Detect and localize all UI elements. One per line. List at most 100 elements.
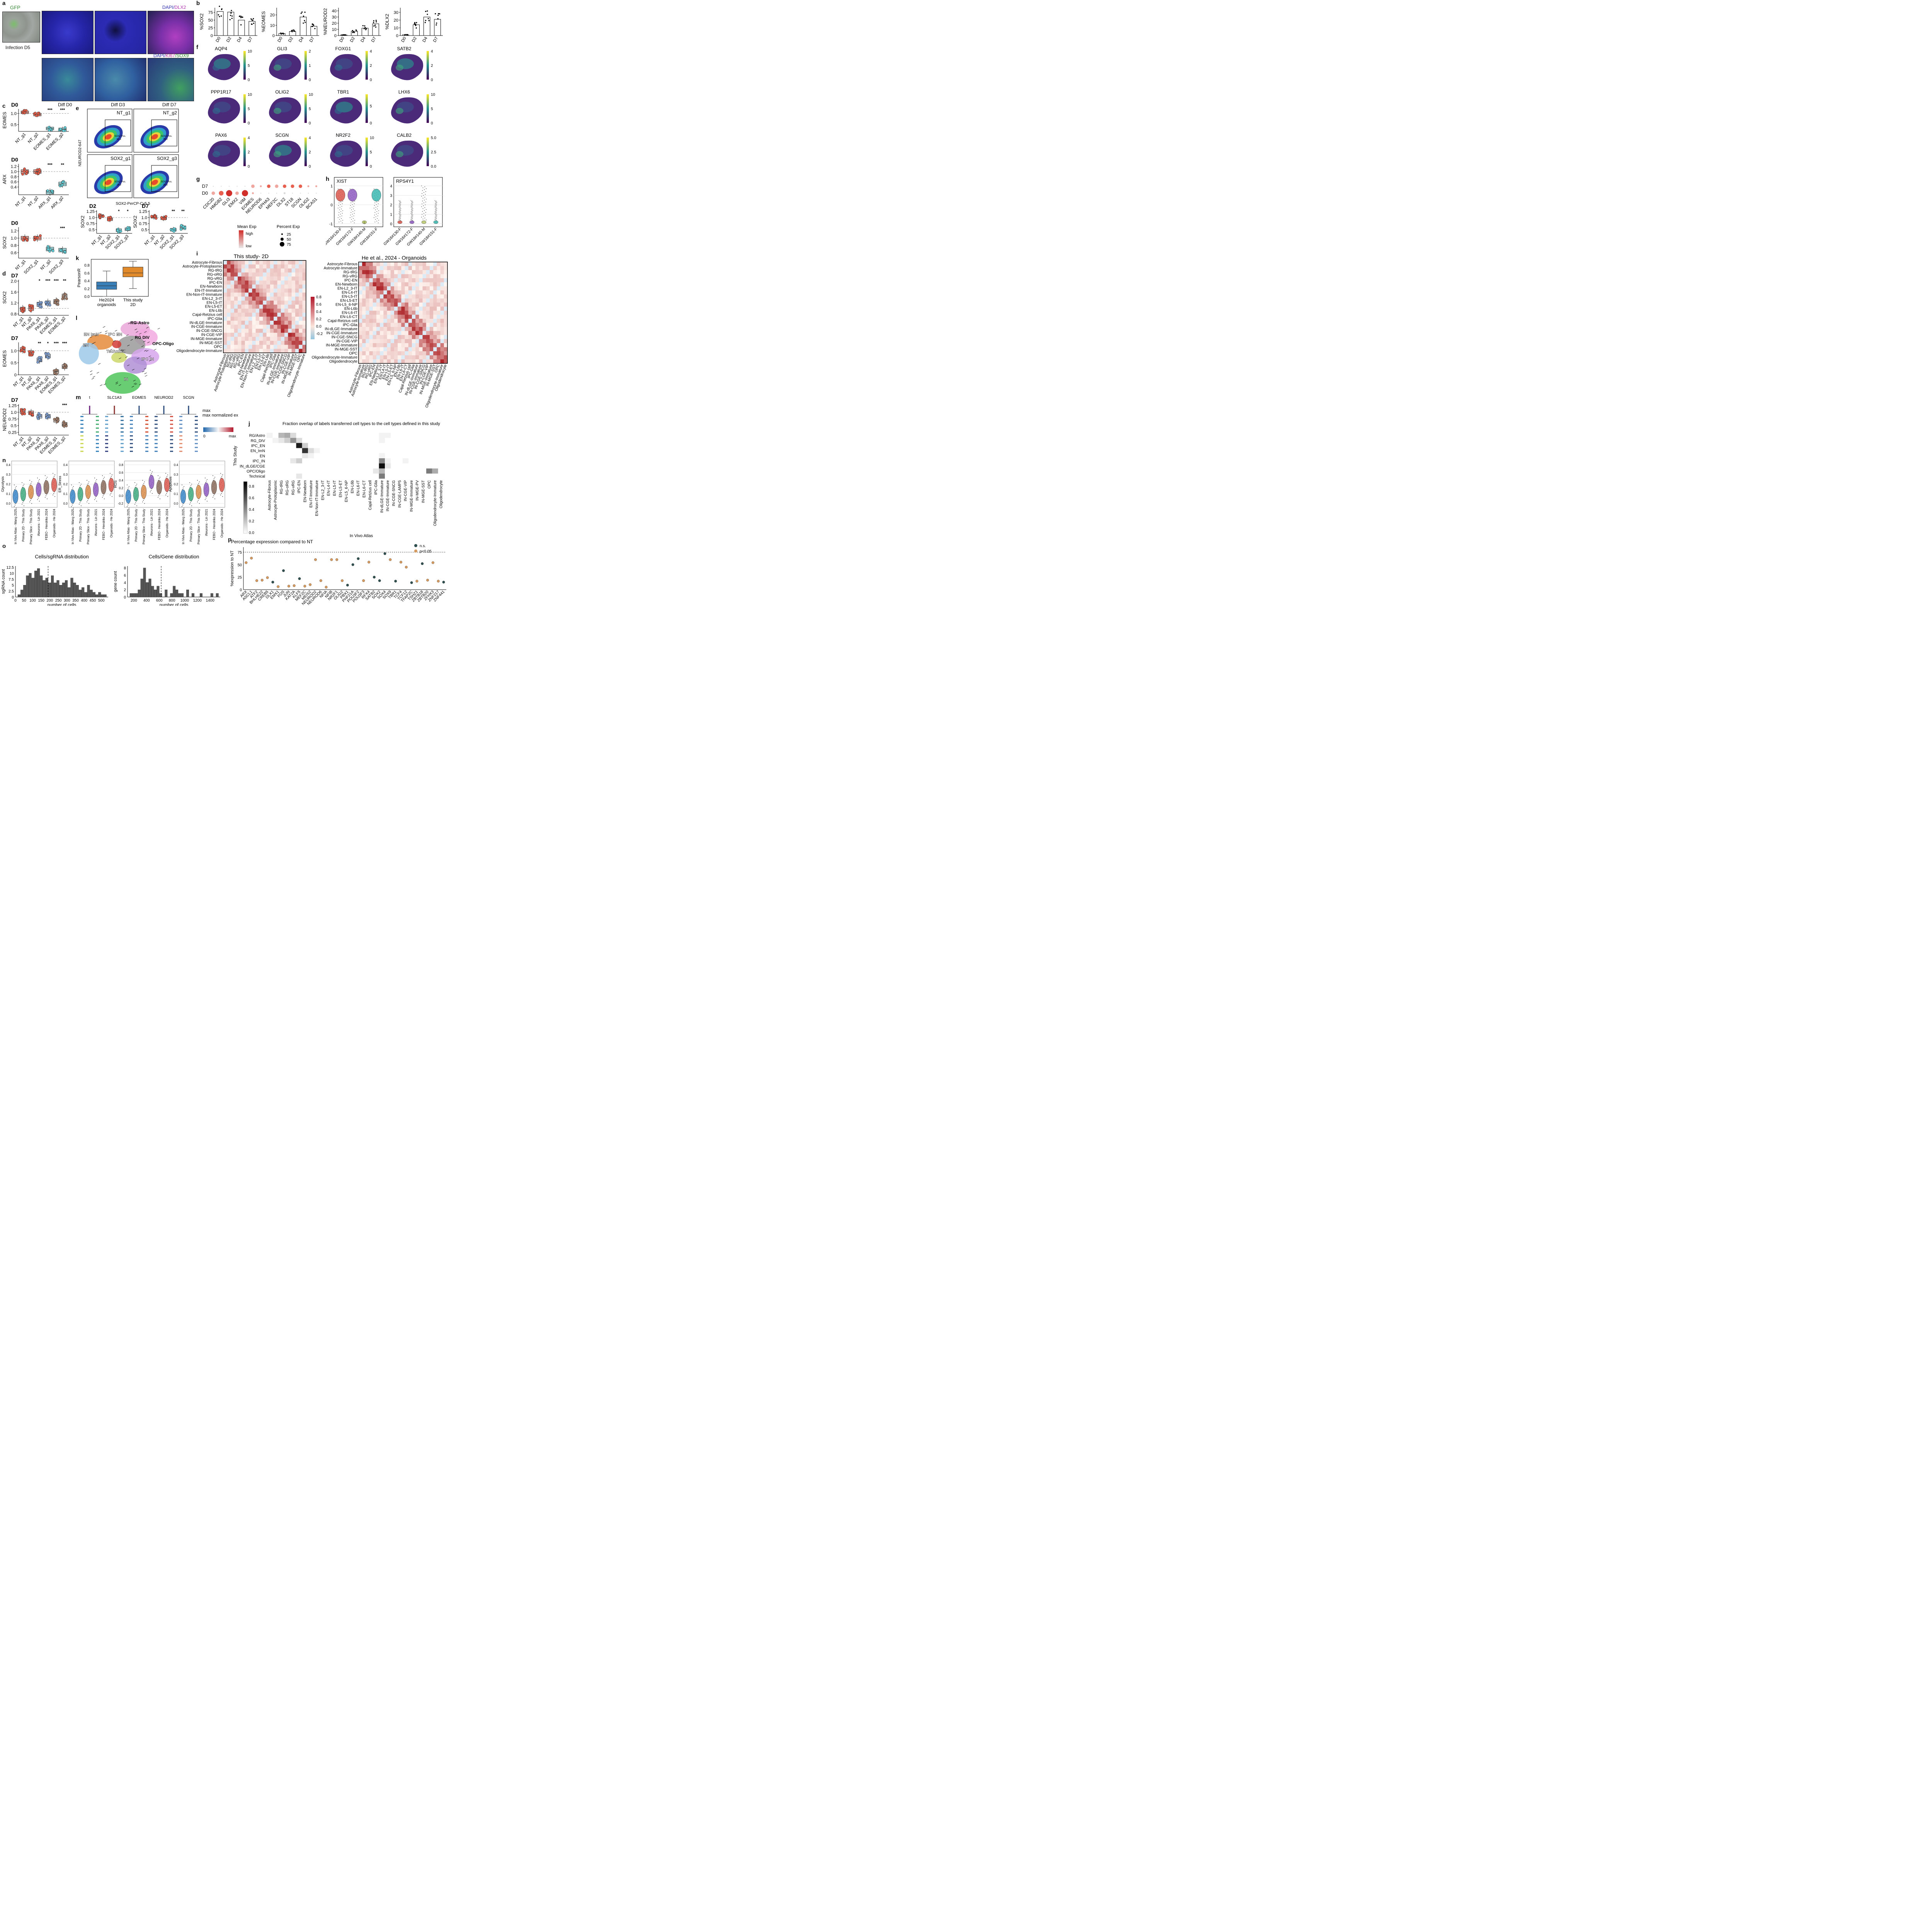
heat-left-cell xyxy=(277,288,281,293)
scatter-legend-ns-dot xyxy=(414,544,417,547)
heat-colorbar xyxy=(311,297,315,339)
heat-right-cell xyxy=(405,351,409,355)
heat-left-cell xyxy=(245,272,249,277)
heat-right-cell xyxy=(444,262,448,266)
violin-point xyxy=(425,204,426,205)
heat-left-cell xyxy=(284,293,288,297)
violin-point xyxy=(398,219,400,220)
box-dot xyxy=(44,352,48,355)
heat-right-cell xyxy=(376,262,380,266)
scatter-point xyxy=(378,579,381,582)
box-ytick-label: 0.75 xyxy=(9,417,17,422)
heat-right-cell xyxy=(369,303,373,307)
heat-cbar-tick: 0.0 xyxy=(316,325,321,329)
violin-point xyxy=(426,209,427,210)
nviolin-point xyxy=(199,481,200,482)
hist-bar xyxy=(132,593,135,597)
heat-left-cell xyxy=(223,264,227,269)
heat-left-cell xyxy=(248,313,252,317)
heat-right-cell xyxy=(362,355,366,360)
heat-right-row-label: IN-CGE-VIP xyxy=(337,339,358,344)
velocity-arrow xyxy=(92,378,94,379)
heat-right-cell xyxy=(437,351,440,355)
heat-left-cell xyxy=(266,304,270,309)
heat-left-cell xyxy=(274,308,277,313)
heat-right-cell xyxy=(359,290,362,295)
violin-point xyxy=(354,210,355,211)
heat-right-cell xyxy=(394,282,398,287)
heat-right-cell xyxy=(408,274,412,279)
nviolin-xtick-label: Organoids - He 2024 xyxy=(53,509,56,537)
violin-point xyxy=(338,205,339,206)
nviolin-point xyxy=(16,486,17,487)
violin-point xyxy=(412,207,413,208)
heat-right-cell xyxy=(394,303,398,307)
heat-left-cell xyxy=(227,284,231,289)
box-dot xyxy=(48,304,51,307)
nviolin-point xyxy=(37,499,38,500)
heat-right-cell xyxy=(383,286,387,291)
heat-right-cell xyxy=(433,343,437,347)
hist-ylabel: gene count xyxy=(113,571,118,592)
heat-right-cell xyxy=(394,327,398,331)
heat-left-cell xyxy=(230,293,235,297)
nviolin-xtick-label: In Vivo Atlas - Wang 2025 xyxy=(127,509,130,544)
velocity-cluster xyxy=(79,343,99,364)
heat-left-cell xyxy=(245,341,249,345)
box-sig: *** xyxy=(54,341,59,346)
umap-gene-title: SATB2 xyxy=(397,46,411,51)
dot-marker xyxy=(228,185,230,187)
overlap-cell xyxy=(278,438,284,443)
panel-label-o: o xyxy=(2,543,6,549)
heat-right-cell xyxy=(372,355,377,360)
hist-bar xyxy=(20,590,24,597)
heat-left-cell xyxy=(245,325,249,329)
heat-right-cell xyxy=(412,331,416,335)
violin-point xyxy=(375,219,376,220)
heat-left-cell xyxy=(295,284,299,289)
heat-right-cell xyxy=(366,274,369,279)
heat-right-cell xyxy=(372,339,377,344)
heat-right-cell xyxy=(383,303,387,307)
heat-left-cell xyxy=(281,293,285,297)
b-dot xyxy=(427,14,428,15)
nviolin-point xyxy=(191,484,192,485)
umap-cbar-tick: 4 xyxy=(248,136,250,140)
velocity-arrow xyxy=(147,342,150,343)
heat-right-cell xyxy=(359,270,362,274)
heat-left-cell xyxy=(266,313,270,317)
violin-body xyxy=(347,189,357,202)
heat-right-cell xyxy=(412,311,416,315)
heat-right-cell xyxy=(412,294,416,299)
velocity-arrow xyxy=(144,372,147,374)
heat-left-cell xyxy=(263,301,267,305)
b-dot xyxy=(435,24,437,26)
heat-left-cell xyxy=(230,321,235,325)
umap-gene-title: OLIG2 xyxy=(275,89,289,95)
heat-right-cell xyxy=(369,359,373,364)
heat-right-cell xyxy=(426,298,430,303)
heat-right-cell xyxy=(408,359,412,364)
heat-right-cell xyxy=(415,298,419,303)
violin-ytick: 0 xyxy=(390,222,392,226)
heat-left-cell xyxy=(270,316,274,321)
hist-bar xyxy=(140,578,143,597)
heat-right-cell xyxy=(394,274,398,279)
heat-right-cell xyxy=(383,306,387,311)
heat-right-cell xyxy=(387,339,391,344)
heat-left-cell xyxy=(270,325,274,329)
dot-marker xyxy=(268,192,269,194)
heat-left-cell xyxy=(241,281,245,285)
overlap-cell xyxy=(314,448,320,453)
violin-point xyxy=(350,212,352,213)
b-dot xyxy=(312,23,313,25)
heat-right-cell xyxy=(398,270,401,274)
nviolin-point xyxy=(73,486,74,487)
heat-right-cell xyxy=(401,282,405,287)
velocity-arrow xyxy=(116,383,118,384)
heat-right-cell xyxy=(444,278,448,282)
violin-body xyxy=(409,220,415,224)
heat-right-cell xyxy=(387,270,391,274)
box-ytick-label: 0.25 xyxy=(9,430,17,435)
violin-point xyxy=(399,209,400,210)
